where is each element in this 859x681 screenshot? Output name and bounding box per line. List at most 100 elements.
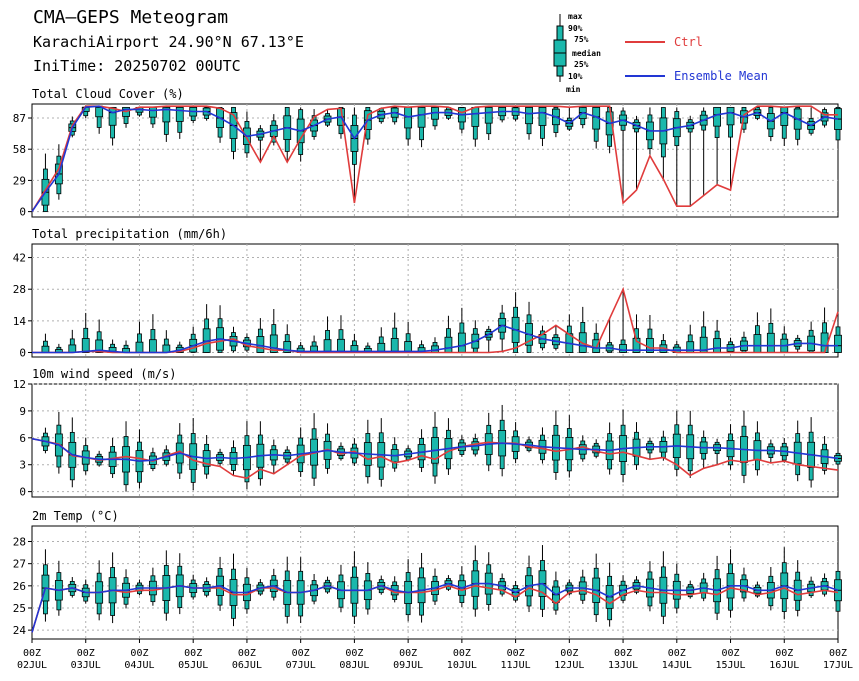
box-inner — [444, 336, 453, 353]
x-tick-date: 16JUL — [769, 660, 799, 671]
x-tick-hour: 00Z — [775, 648, 793, 659]
box-inner — [484, 106, 493, 124]
x-tick-date: 14JUL — [662, 660, 692, 671]
y-tick-label: 0 — [19, 346, 26, 359]
box-inner — [108, 106, 117, 126]
box-inner — [525, 106, 533, 125]
y-tick-label: 9 — [19, 405, 26, 418]
y-tick-label: 0 — [19, 206, 26, 219]
box-inner — [135, 341, 144, 353]
box-inner — [834, 334, 842, 353]
y-tick-label: 42 — [13, 252, 26, 265]
x-tick-hour: 00Z — [130, 648, 148, 659]
x-tick-date: 15JUL — [715, 660, 745, 671]
legend-ctrl-label: Ctrl — [674, 35, 703, 49]
legend-label-90: 90% — [568, 24, 583, 33]
x-tick-date: 03JUL — [71, 660, 101, 671]
box-inner — [175, 106, 184, 122]
box-inner — [713, 338, 721, 353]
y-tick-label: 24 — [13, 624, 27, 637]
location-label: KarachiAirport 24.90°N 67.13°E — [33, 33, 304, 51]
panel-2: 10m wind speed (m/s) 0 3 6 9 12 — [13, 367, 842, 499]
panel-title: Total precipitation (mm/6h) — [32, 227, 227, 241]
x-tick-date: 05JUL — [178, 660, 208, 671]
box-inner — [95, 339, 104, 353]
box-inner — [148, 106, 157, 118]
y-tick-label: 87 — [13, 112, 26, 125]
panel-title: Total Cloud Cover (%) — [32, 87, 184, 101]
box-inner — [41, 345, 50, 353]
legend-mean-label: Ensemble Mean — [674, 69, 768, 83]
box-inner — [780, 106, 789, 126]
box-inner — [269, 334, 278, 353]
y-tick-label: 29 — [13, 174, 26, 187]
x-tick-hour: 00Z — [292, 648, 310, 659]
panel-0: Total Cloud Cover (%) 0 29 58 87 — [13, 87, 842, 219]
panel-frame — [31, 383, 839, 498]
y-tick-label: 26 — [13, 580, 26, 593]
box-inner — [538, 106, 547, 126]
y-tick-label: 3 — [19, 459, 26, 472]
x-tick-date: 13JUL — [608, 660, 638, 671]
x-tick-hour: 00Z — [722, 648, 740, 659]
box-inner — [766, 332, 775, 353]
box-inner — [81, 338, 90, 353]
x-tick-hour: 00Z — [614, 648, 632, 659]
x-tick-hour: 00Z — [507, 648, 525, 659]
panel-3: 2m Temp (°C) 24 25 26 27 28 — [13, 509, 842, 640]
legend-box-upper — [556, 25, 564, 41]
legend-box-lower — [556, 65, 564, 77]
ensemble-mean-line — [32, 324, 838, 354]
x-tick-hour: 00Z — [560, 648, 578, 659]
box-inner — [619, 344, 627, 353]
y-tick-label: 28 — [13, 283, 26, 296]
legend-label-median: median — [572, 48, 601, 58]
x-tick-date: 04JUL — [124, 660, 154, 671]
y-tick-label: 28 — [13, 536, 26, 549]
x-tick-hour: 00Z — [345, 648, 363, 659]
ctrl-line — [31, 105, 838, 213]
box-inner — [95, 106, 104, 118]
legend-label-25: 25% — [574, 60, 589, 69]
ensemble-mean-line — [31, 105, 839, 213]
x-tick-date: 08JUL — [339, 660, 369, 671]
panel-title: 10m wind speed (m/s) — [32, 367, 177, 381]
legend: max 90% 75% median 25% 10% min Ctrl Ense… — [553, 12, 768, 94]
y-tick-label: 14 — [13, 315, 27, 328]
y-tick-label: 0 — [19, 486, 26, 499]
ctrl-line — [31, 437, 839, 480]
x-axis: 00Z02JUL00Z03JUL00Z04JUL00Z05JUL00Z06JUL… — [17, 639, 853, 671]
legend-label-min: min — [566, 84, 581, 94]
x-tick-date: 17JUL — [823, 660, 853, 671]
x-tick-date: 02JUL — [17, 660, 47, 671]
x-tick-date: 07JUL — [286, 660, 316, 671]
x-tick-date: 09JUL — [393, 660, 423, 671]
legend-label-10: 10% — [568, 72, 583, 81]
init-time-label: IniTime: 20250702 00UTC — [33, 57, 241, 75]
box-inner — [148, 339, 157, 353]
y-tick-label: 12 — [13, 378, 26, 391]
ensemble-mean-line — [31, 582, 839, 633]
box-inner — [726, 106, 735, 126]
x-tick-date: 06JUL — [232, 660, 262, 671]
panel-frame — [31, 243, 839, 358]
panel-frame — [31, 103, 839, 218]
x-tick-hour: 00Z — [399, 648, 417, 659]
x-tick-hour: 00Z — [829, 648, 847, 659]
box-inner — [337, 338, 345, 353]
box-inner — [457, 332, 466, 353]
y-tick-label: 27 — [13, 558, 26, 571]
x-tick-date: 10JUL — [447, 660, 477, 671]
y-tick-label: 6 — [19, 432, 26, 445]
box-inner — [753, 334, 762, 353]
x-tick-hour: 00Z — [77, 648, 95, 659]
box-inner — [471, 106, 480, 127]
box-inner — [713, 106, 721, 127]
legend-label-75: 75% — [574, 35, 589, 44]
x-tick-hour: 00Z — [23, 648, 41, 659]
y-tick-label: 58 — [13, 143, 26, 156]
x-tick-hour: 00Z — [668, 648, 686, 659]
x-tick-hour: 00Z — [184, 648, 202, 659]
y-tick-label: 25 — [13, 602, 26, 615]
x-tick-hour: 00Z — [453, 648, 471, 659]
